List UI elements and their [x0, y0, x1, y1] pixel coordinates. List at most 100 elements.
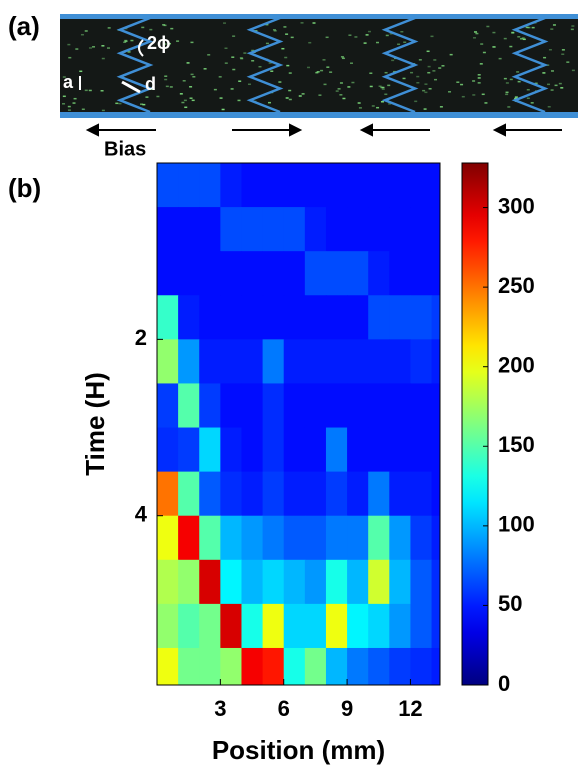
bacterium	[482, 51, 486, 54]
bacterium	[221, 108, 225, 111]
heat-cell	[431, 427, 441, 473]
heat-cell	[262, 471, 285, 517]
heat-cell	[389, 515, 411, 561]
bacterium	[278, 81, 282, 83]
heat-cell	[241, 251, 264, 296]
bacterium	[505, 93, 509, 96]
bacterium	[347, 86, 351, 88]
bacterium	[190, 73, 194, 76]
heat-cell	[220, 647, 242, 686]
bacterium	[232, 35, 236, 37]
bacterium	[237, 99, 241, 102]
colorbar	[461, 162, 489, 686]
bacterium	[283, 26, 287, 28]
bacterium	[73, 97, 77, 100]
funnel-wall	[246, 16, 284, 114]
bacterium	[288, 72, 292, 74]
bacterium	[323, 83, 327, 86]
bacterium	[521, 37, 525, 39]
heat-cell	[389, 471, 411, 517]
bacterium	[88, 89, 92, 92]
heat-cell	[410, 471, 433, 517]
bacterium	[526, 88, 530, 91]
heat-cell	[178, 647, 200, 686]
bacterium	[72, 102, 76, 104]
heat-cell	[431, 251, 441, 296]
bacterium	[190, 41, 194, 44]
bacterium	[354, 36, 358, 38]
bacterium	[397, 43, 401, 46]
bacterium	[387, 84, 391, 87]
heat-cell	[410, 251, 433, 296]
bacterium	[123, 41, 127, 44]
heat-cell	[178, 603, 200, 649]
heat-cell	[283, 515, 306, 561]
bacterium	[149, 28, 153, 31]
heat-cell	[410, 427, 433, 473]
heat-cell	[157, 603, 179, 649]
heat-cell	[199, 471, 221, 517]
heat-cell	[178, 515, 200, 561]
heat-cell	[347, 515, 369, 561]
bacterium	[268, 62, 272, 64]
bacterium	[247, 83, 251, 86]
bacterium	[62, 95, 66, 98]
bacterium	[503, 77, 507, 80]
bacterium	[79, 70, 83, 73]
bacterium	[492, 31, 496, 34]
heat-cell	[283, 339, 306, 384]
bacterium	[203, 68, 207, 70]
panel-label: (a)	[8, 11, 40, 41]
bacterium	[68, 56, 72, 59]
bacterium	[207, 54, 211, 56]
bacterium	[365, 34, 369, 36]
heat-cell	[199, 559, 221, 605]
bacterium	[312, 22, 316, 24]
heat-cell	[325, 471, 348, 517]
heat-cell	[262, 515, 285, 561]
y-axis-title: Time (H)	[80, 372, 110, 476]
heat-cell	[347, 251, 369, 296]
bacterium	[380, 101, 384, 103]
bacterium	[307, 66, 311, 69]
bacterium	[101, 45, 105, 47]
bacterium	[525, 26, 529, 29]
heat-cell	[220, 207, 242, 252]
bacterium	[475, 32, 479, 35]
y-tick-label: 4	[135, 502, 148, 527]
bacterium	[222, 22, 226, 24]
bacterium	[473, 31, 477, 33]
bacterium	[534, 82, 538, 85]
bacterium	[115, 102, 119, 105]
heat-cell	[178, 427, 200, 473]
bacterium	[391, 59, 395, 62]
heat-cell	[347, 647, 369, 686]
bacterium	[547, 106, 551, 108]
bacterium	[550, 89, 554, 91]
bacterium	[477, 77, 481, 79]
bacterium	[337, 88, 341, 90]
heat-cell	[178, 295, 200, 340]
bacterium	[315, 71, 319, 74]
x-tick-label: 6	[278, 696, 290, 721]
angle-arc	[138, 39, 144, 57]
heat-cell	[368, 427, 390, 473]
heat-cell	[389, 427, 411, 473]
heat-cell	[283, 207, 306, 252]
bacterium	[224, 62, 228, 64]
heat-cell	[368, 383, 390, 429]
heat-cell	[410, 163, 433, 208]
heat-cell	[283, 647, 306, 686]
heat-cell	[283, 471, 306, 517]
bacterium	[238, 80, 242, 82]
bacterium	[301, 93, 305, 95]
bacterium	[484, 102, 488, 104]
bacterium	[369, 85, 373, 88]
bacterium	[165, 85, 169, 88]
bacterium	[503, 37, 507, 40]
bacterium	[340, 56, 344, 58]
bacterium	[418, 59, 422, 61]
heat-cell	[199, 383, 221, 429]
heat-cell	[347, 427, 369, 473]
heat-cell	[283, 603, 306, 649]
